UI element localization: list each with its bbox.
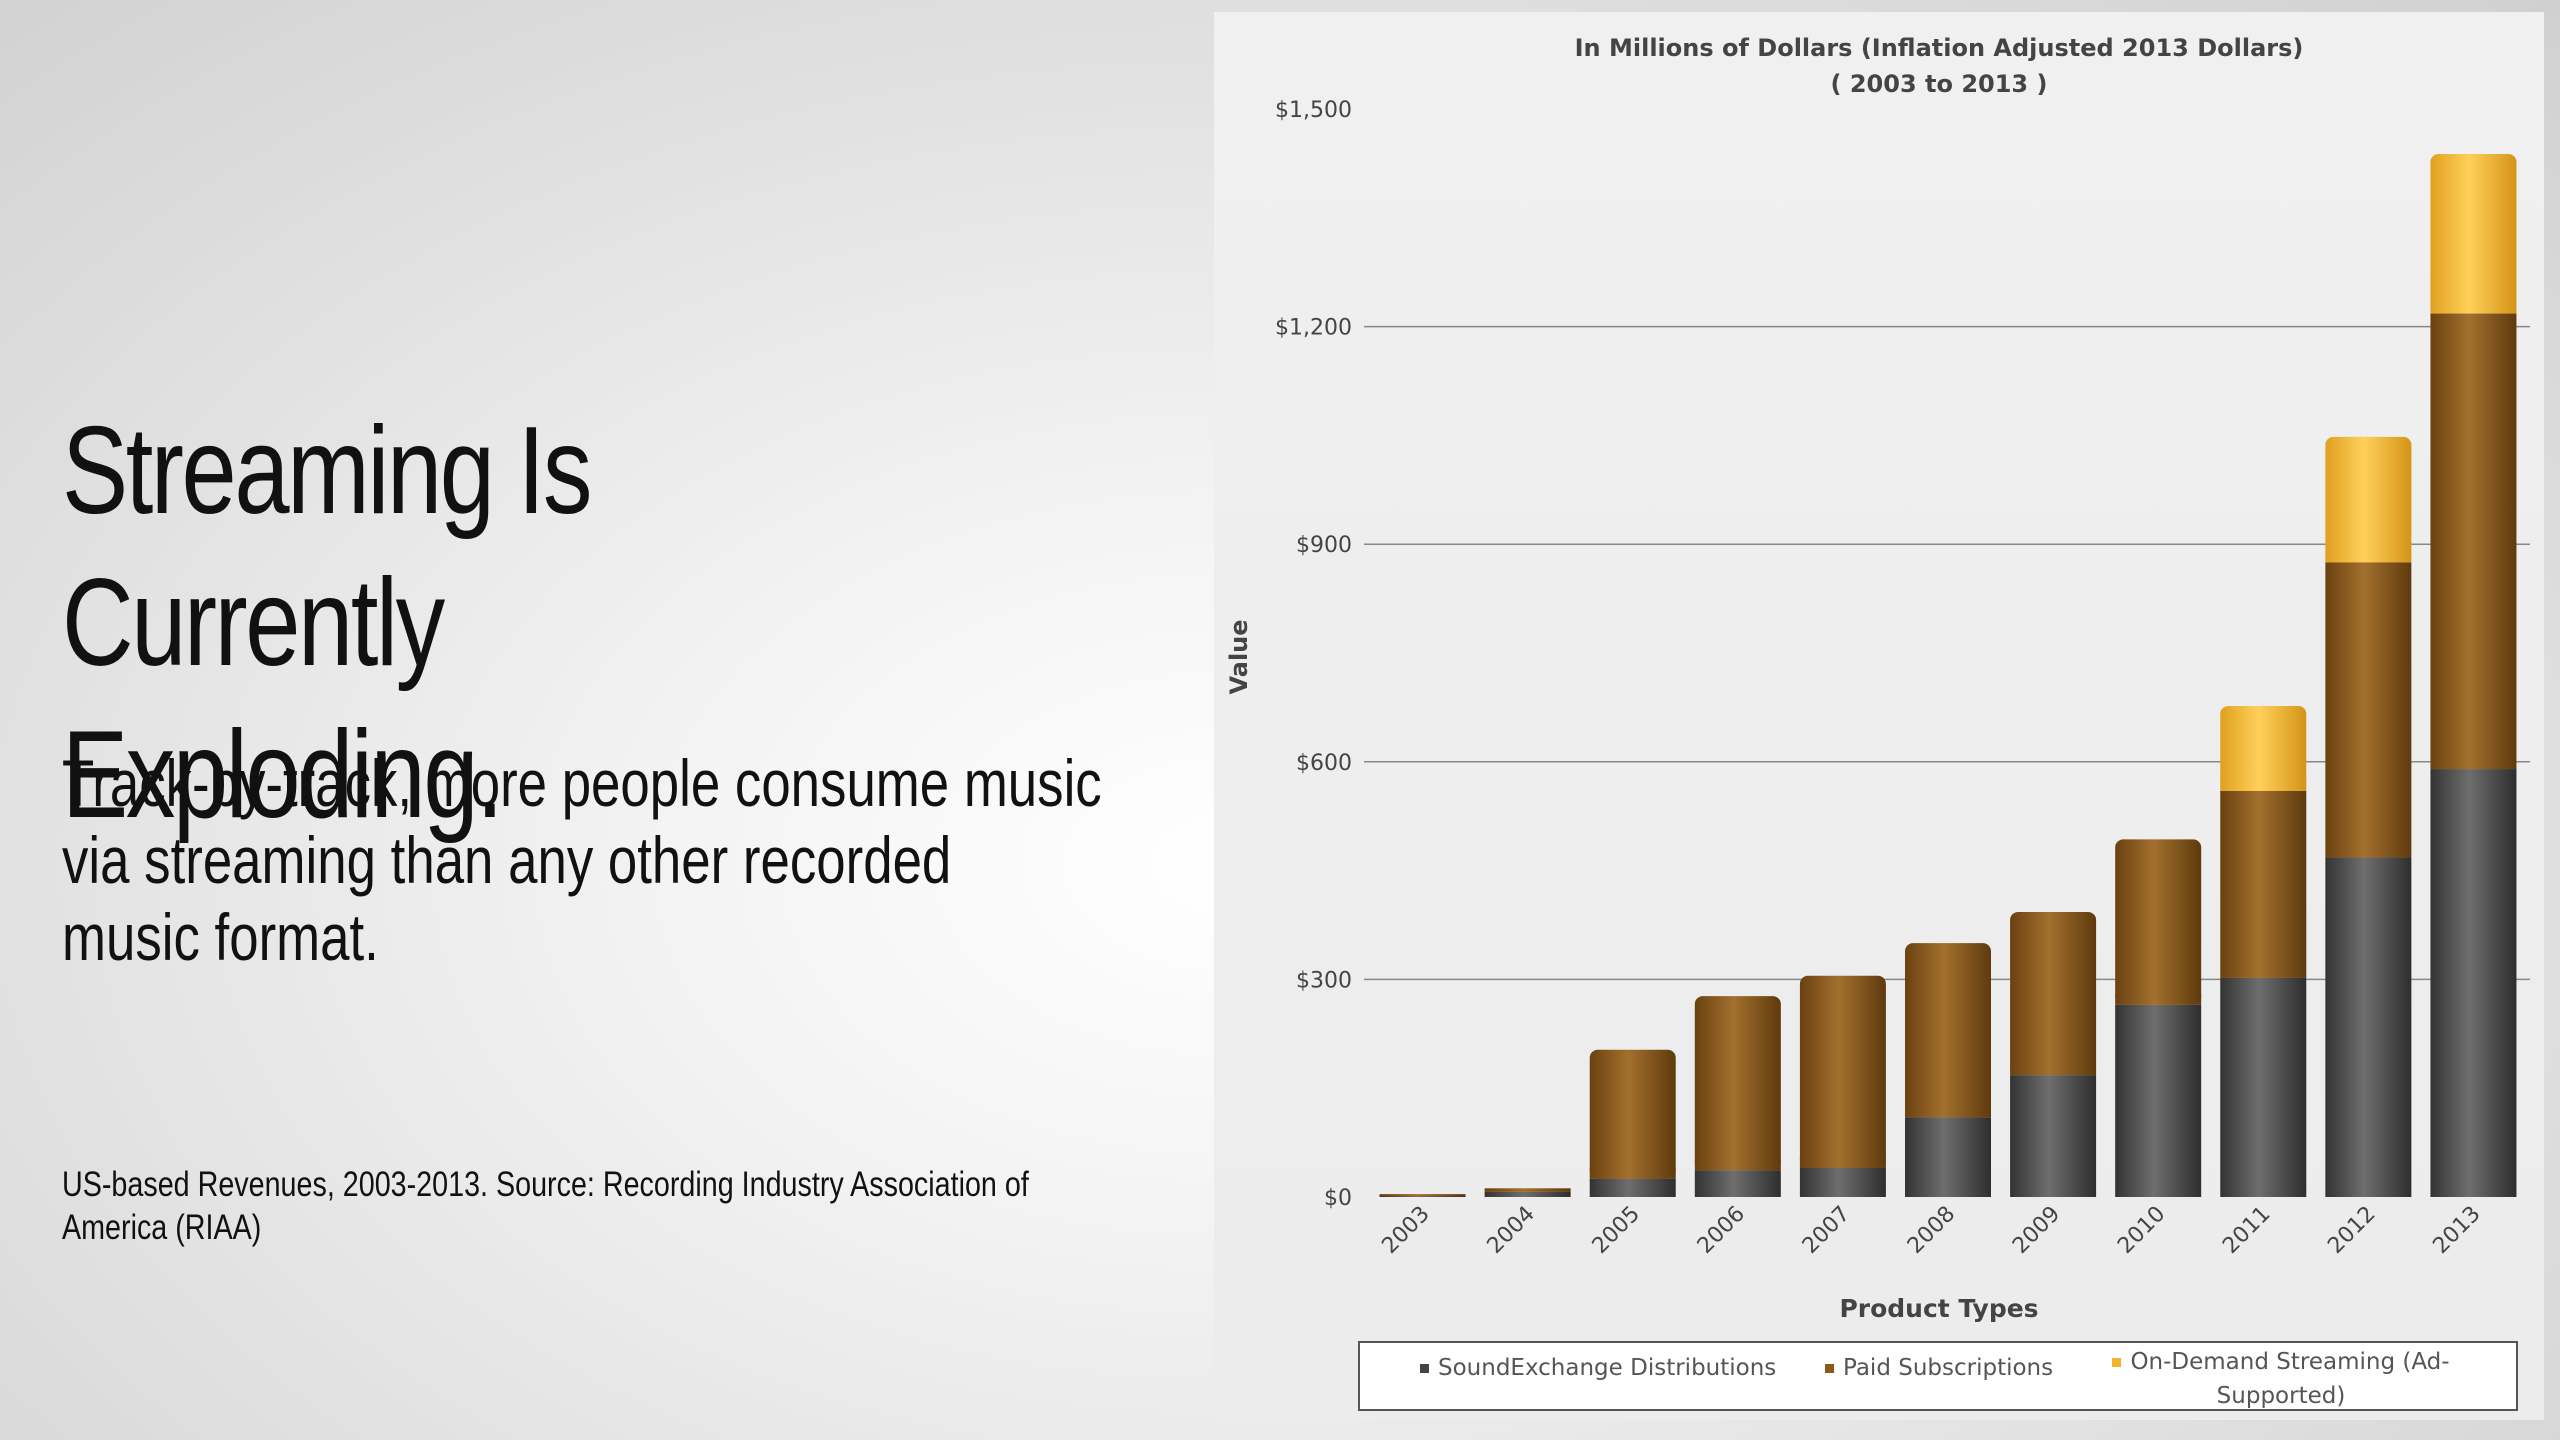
bar-segment-2008-0: [1905, 1117, 1991, 1197]
bar-segment-2004-1: [1484, 1188, 1571, 1192]
bar-segment-base: [2220, 780, 2307, 791]
y-tick-label: $900: [1296, 533, 1352, 558]
bar-segment-base: [1694, 1160, 1781, 1171]
legend-label: SoundExchange Distributions: [1438, 1355, 1777, 1381]
y-tick-label: $1,200: [1275, 316, 1352, 341]
bar-segment-2011-1: [2220, 790, 2307, 978]
bar-segment-2013-0: [2430, 769, 2517, 1197]
bar-segment-base: [2430, 303, 2517, 314]
y-tick-label: $300: [1296, 968, 1352, 993]
bar-segment-base: [2325, 552, 2412, 563]
x-tick-label: 2013: [2428, 1202, 2485, 1259]
bar-segment-base: [1799, 1157, 1886, 1168]
x-tick-label: 2004: [1483, 1202, 1540, 1259]
legend-item-paid-subscriptions: Paid Subscriptions: [1825, 1351, 2053, 1385]
bar-segment-2005-1: [1589, 1049, 1676, 1179]
x-tick-label: 2003: [1378, 1202, 1435, 1259]
x-tick-label: 2005: [1588, 1202, 1645, 1259]
bar-segment-2010-1: [2115, 839, 2202, 1005]
x-tick-label: 2012: [2323, 1202, 2380, 1259]
bar-segment-2007-1: [1799, 975, 1886, 1168]
bar-segment-2003-1: [1379, 1194, 1466, 1197]
bar-segment-2012-2: [2325, 436, 2412, 563]
x-tick-label: 2010: [2113, 1202, 2170, 1259]
chart-subtitle: ( 2003 to 2013 ): [1831, 70, 2048, 98]
bar-segment-base: [2010, 1065, 2097, 1076]
bar-segment-2013-1: [2430, 313, 2517, 770]
bar-segment-base: [2115, 994, 2202, 1005]
x-tick-label: 2006: [1693, 1202, 1750, 1259]
bar-segment-2006-0: [1694, 1170, 1781, 1197]
slide-body-text: Track-by-track, more people consume musi…: [62, 746, 1102, 974]
legend-label: On-Demand Streaming (Ad-Supported): [2130, 1349, 2450, 1409]
bar-segment-base: [1905, 1107, 1991, 1118]
x-axis-label: Product Types: [1839, 1294, 2038, 1323]
bar-segment-2013-2: [2430, 153, 2517, 314]
x-tick-label: 2007: [1798, 1202, 1855, 1259]
legend-swatch-gold: [2112, 1358, 2122, 1367]
legend-item-on-demand-streaming: On-Demand Streaming (Ad-Supported): [2106, 1345, 2456, 1413]
y-axis-label: Value: [1225, 619, 1253, 694]
bar-segment-2011-2: [2220, 705, 2307, 791]
bar-segment-2012-0: [2325, 857, 2412, 1197]
x-tick-label: 2011: [2218, 1202, 2275, 1259]
bar-segment-2009-0: [2010, 1075, 2097, 1197]
legend: SoundExchange Distributions Paid Subscri…: [1358, 1341, 2518, 1411]
source-note: US-based Revenues, 2003-2013. Source: Re…: [62, 1165, 1029, 1247]
bar-segment-base: [1589, 1168, 1676, 1179]
bar-segment-2008-1: [1905, 943, 1991, 1118]
chart-title: In Millions of Dollars (Inflation Adjust…: [1575, 34, 2304, 62]
bar-segment-2006-1: [1694, 996, 1781, 1171]
y-tick-label: $0: [1324, 1186, 1352, 1211]
legend-label: Paid Subscriptions: [1843, 1355, 2054, 1381]
bar-chart: In Millions of Dollars (Inflation Adjust…: [1225, 34, 2530, 1323]
bar-segment-2007-0: [1799, 1167, 1886, 1197]
chart-panel: In Millions of Dollars (Inflation Adjust…: [1214, 12, 2544, 1420]
bar-segment-2012-1: [2325, 562, 2412, 858]
x-tick-label: 2008: [1903, 1202, 1960, 1259]
bar-segment-2005-0: [1589, 1178, 1676, 1197]
bar-segment-2009-1: [2010, 911, 2097, 1076]
legend-item-soundexchange: SoundExchange Distributions: [1420, 1351, 1776, 1385]
y-tick-label: $600: [1296, 751, 1352, 776]
slide-title: Streaming Is Currently Exploding.: [62, 402, 592, 844]
bar-segment-2010-0: [2115, 1004, 2202, 1197]
y-tick-label: $1,500: [1275, 98, 1352, 123]
x-tick-label: 2009: [2008, 1202, 2065, 1259]
bar-segment-2011-0: [2220, 977, 2307, 1197]
legend-swatch-grey: [1420, 1364, 1429, 1373]
legend-swatch-brown: [1825, 1364, 1834, 1373]
bar-segment-2004-0: [1484, 1191, 1571, 1197]
